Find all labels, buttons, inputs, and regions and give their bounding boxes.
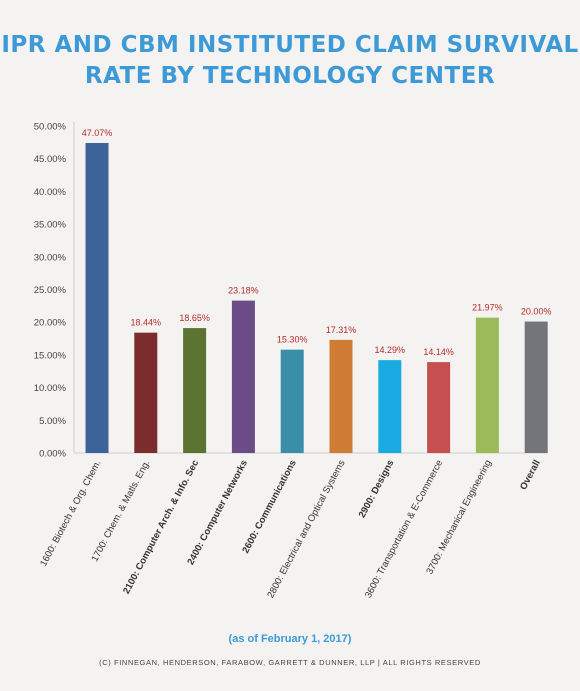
bar xyxy=(329,339,353,453)
bar xyxy=(427,362,451,453)
bar xyxy=(475,317,499,453)
bar-value-label: 15.30% xyxy=(277,335,308,345)
as-of-note: (as of February 1, 2017) xyxy=(228,633,352,645)
y-tick-label: 40.00% xyxy=(34,187,67,198)
bar xyxy=(280,349,304,453)
y-tick-label: 0.00% xyxy=(39,449,66,460)
bar xyxy=(524,321,548,453)
y-tick-label: 20.00% xyxy=(34,318,67,329)
y-tick-label: 50.00% xyxy=(34,122,67,133)
bar-value-label: 47.07% xyxy=(82,128,113,138)
bar-value-label: 20.00% xyxy=(521,307,552,317)
y-tick-label: 15.00% xyxy=(34,350,67,361)
bar xyxy=(231,300,255,453)
chart-title: IPR AND CBM INSTITUTED CLAIM SURVIVAL RA… xyxy=(0,30,580,92)
y-tick-label: 25.00% xyxy=(34,285,67,296)
copyright-footer: (C) FINNEGAN, HENDERSON, FARABOW, GARRET… xyxy=(99,658,481,667)
x-category-label: 2900: Designs xyxy=(357,458,397,520)
x-category-label: 2600: Communications xyxy=(240,458,299,555)
bar-value-label: 21.97% xyxy=(472,303,503,313)
bar xyxy=(134,332,158,453)
y-tick-label: 30.00% xyxy=(34,252,67,263)
bar xyxy=(85,143,109,453)
y-tick-label: 5.00% xyxy=(39,416,66,427)
y-tick-label: 10.00% xyxy=(34,383,67,394)
bar-value-label: 18.44% xyxy=(131,318,162,328)
bar-value-label: 14.29% xyxy=(375,345,406,355)
bar xyxy=(183,328,207,453)
bar-value-label: 14.14% xyxy=(423,347,454,357)
chart-title-line-1: IPR AND CBM INSTITUTED CLAIM SURVIVAL xyxy=(1,32,579,58)
bar xyxy=(378,360,402,453)
chart-title-line-2: RATE BY TECHNOLOGY CENTER xyxy=(84,63,496,89)
x-category-label: Overall xyxy=(518,458,543,492)
y-tick-label: 35.00% xyxy=(34,220,67,231)
bar-value-label: 17.31% xyxy=(326,325,357,335)
y-tick-label: 45.00% xyxy=(34,154,67,165)
bar-value-label: 18.65% xyxy=(179,313,210,323)
bar-value-label: 23.18% xyxy=(228,286,259,296)
